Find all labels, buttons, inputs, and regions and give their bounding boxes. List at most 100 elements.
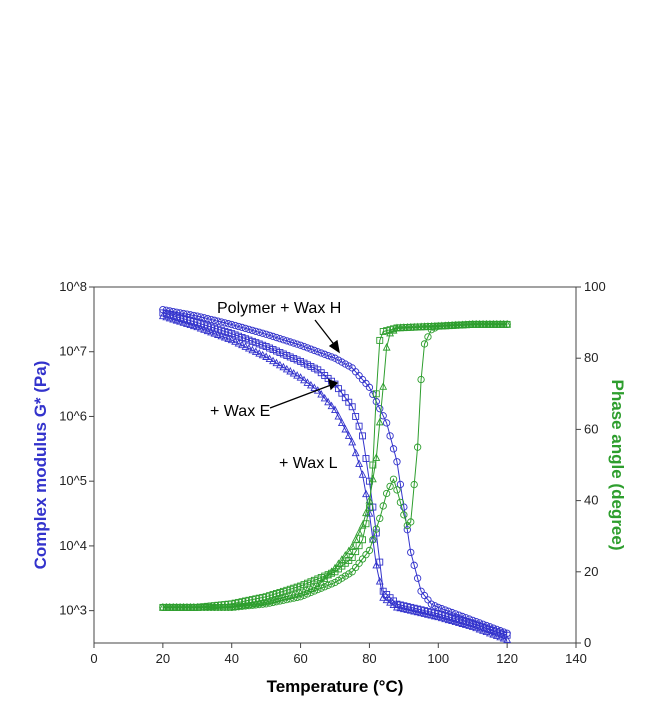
point: [255, 349, 264, 357]
point: [352, 413, 360, 420]
point: [369, 461, 377, 469]
point: [203, 326, 212, 335]
series-wax-l-right: [158, 319, 512, 611]
point: [389, 600, 398, 609]
x-tick-label: 40: [224, 651, 238, 666]
point: [368, 474, 377, 483]
point: [217, 318, 226, 326]
point: [345, 362, 353, 370]
point: [472, 623, 481, 632]
axes: 0 20 40 60 80 100 120 140 10^8 10^7 10^6 10^5 10^4 10…: [59, 279, 606, 666]
point: [321, 350, 329, 358]
point: [210, 316, 219, 324]
point: [389, 445, 398, 453]
point: [334, 411, 343, 420]
point: [300, 375, 308, 384]
right-tick-label: 60: [584, 421, 598, 436]
point: [186, 320, 195, 328]
left-tick-label: 10^4: [59, 538, 87, 553]
point: [245, 325, 253, 334]
point: [372, 560, 381, 569]
point: [420, 609, 429, 617]
point: [448, 616, 457, 625]
point: [310, 346, 318, 355]
point: [393, 602, 401, 611]
point: [296, 373, 305, 381]
point: [248, 345, 257, 354]
point: [220, 333, 229, 341]
point: [355, 459, 364, 467]
point: [427, 611, 436, 619]
left-axis-title: Complex modulus G* (Pa): [31, 361, 50, 570]
point: [165, 313, 174, 322]
point: [499, 634, 508, 642]
series-layer: [158, 306, 512, 643]
point: [196, 323, 205, 332]
point: [238, 323, 246, 332]
point: [290, 339, 298, 347]
point: [372, 453, 381, 461]
point: [251, 347, 260, 355]
point: [468, 622, 477, 630]
point: [241, 342, 250, 350]
point: [351, 535, 360, 543]
point: [307, 345, 315, 353]
point: [296, 341, 305, 349]
point: [379, 593, 388, 601]
point: [306, 380, 315, 389]
point: [376, 336, 384, 344]
annotation-wax-h: Polymer + Wax H: [217, 300, 341, 317]
point: [272, 358, 281, 367]
point: [224, 320, 232, 328]
point: [265, 354, 274, 363]
point: [338, 358, 346, 366]
point: [172, 316, 181, 324]
point: [441, 614, 450, 623]
point: [355, 528, 364, 536]
point: [320, 574, 329, 582]
point: [293, 371, 302, 379]
left-tick-label: 10^7: [59, 344, 87, 359]
point: [327, 580, 336, 588]
point: [337, 418, 346, 426]
point: [275, 360, 284, 369]
point: [437, 613, 446, 622]
point: [324, 351, 332, 360]
point: [458, 619, 467, 627]
point: [286, 338, 294, 346]
point: [434, 612, 443, 621]
point: [241, 324, 250, 333]
point: [465, 621, 474, 629]
x-axis-title: Temperature (°C): [267, 677, 404, 696]
series-wax-l-left: [158, 311, 512, 643]
point: [365, 496, 374, 504]
point: [444, 615, 453, 624]
point: [375, 417, 384, 426]
point: [324, 570, 333, 579]
point: [389, 475, 398, 483]
point: [179, 318, 188, 326]
point: [248, 326, 257, 335]
point: [214, 317, 222, 325]
point: [410, 606, 419, 615]
annotation-wax-e: + Wax E: [210, 403, 270, 420]
series-line: [162, 315, 508, 641]
point: [231, 337, 240, 345]
point: [221, 319, 229, 327]
point: [193, 322, 202, 331]
point: [265, 331, 274, 340]
point: [351, 448, 360, 457]
point: [300, 342, 308, 351]
annotation-wax-l: + Wax L: [279, 455, 338, 472]
point: [276, 335, 284, 343]
point: [430, 611, 439, 620]
point: [403, 526, 411, 534]
point: [424, 610, 432, 618]
point: [327, 567, 336, 575]
point: [359, 432, 366, 440]
point: [369, 536, 377, 544]
point: [313, 581, 322, 590]
point: [169, 314, 178, 323]
point: [355, 422, 363, 430]
point: [496, 632, 505, 641]
